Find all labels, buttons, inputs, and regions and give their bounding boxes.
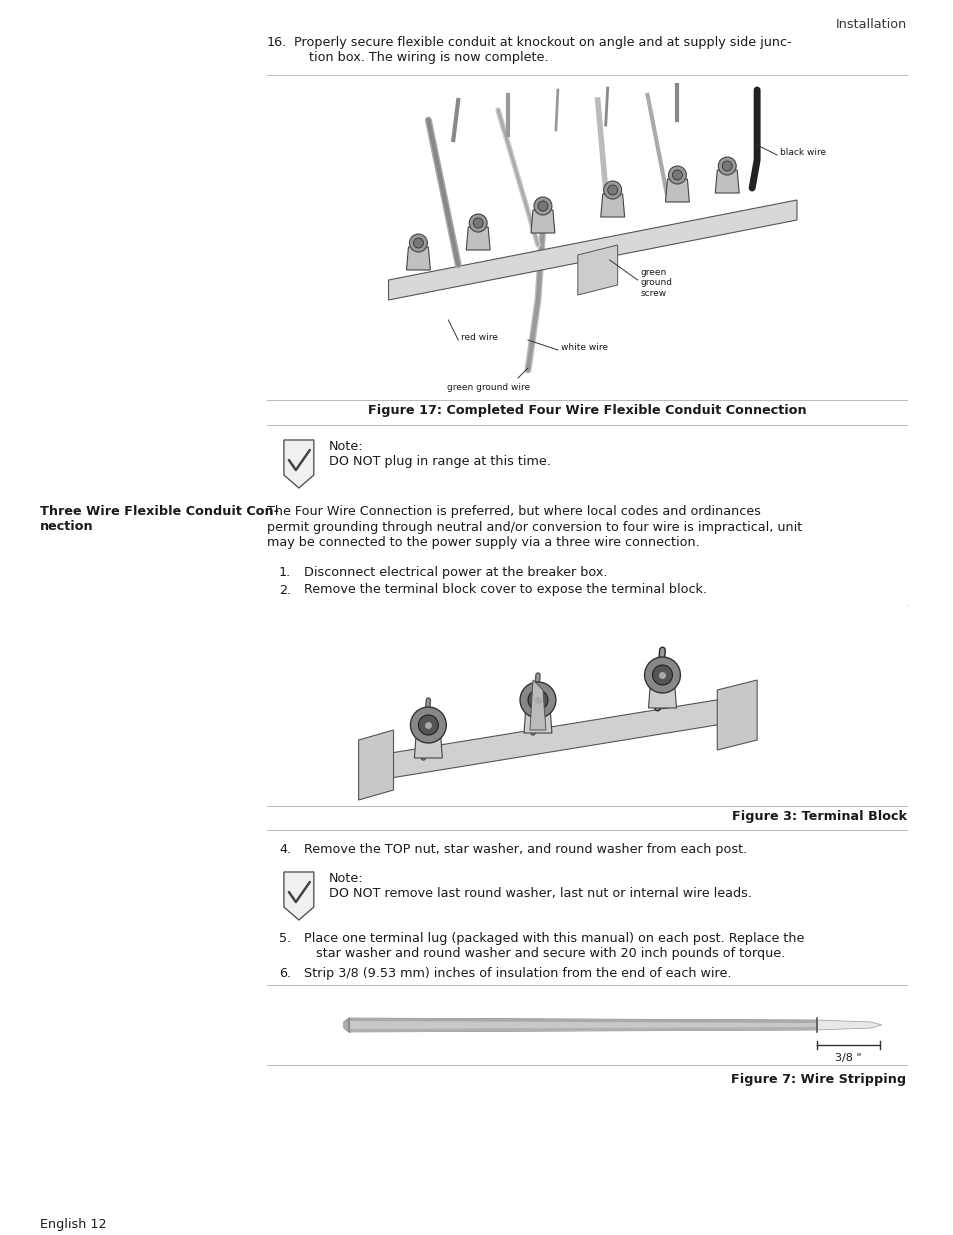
Bar [267,80,905,395]
Circle shape [644,657,679,693]
Circle shape [668,165,685,184]
Text: The Four Wire Connection is preferred, but where local codes and ordinances: The Four Wire Connection is preferred, b… [267,505,760,517]
Text: Remove the TOP nut, star washer, and round washer from each post.: Remove the TOP nut, star washer, and rou… [304,844,746,856]
Text: 6.: 6. [278,967,291,981]
Text: Installation: Installation [835,19,905,31]
Polygon shape [414,730,442,758]
Polygon shape [348,1028,816,1032]
Text: Figure 3: Terminal Block: Figure 3: Terminal Block [731,810,905,823]
Circle shape [410,706,446,743]
Text: Place one terminal lug (packaged with this manual) on each post. Replace the: Place one terminal lug (packaged with th… [304,932,803,945]
Text: Figure 7: Wire Stripping: Figure 7: Wire Stripping [731,1073,905,1086]
Text: may be connected to the power supply via a three wire connection.: may be connected to the power supply via… [267,536,699,550]
Polygon shape [343,1018,348,1032]
Polygon shape [531,210,555,233]
Bar [267,605,905,800]
Text: Remove the terminal block cover to expose the terminal block.: Remove the terminal block cover to expos… [304,583,706,597]
Text: Note:: Note: [329,872,363,885]
Text: black wire: black wire [780,148,825,157]
Circle shape [413,238,423,248]
Circle shape [527,690,547,710]
Circle shape [718,157,736,175]
Polygon shape [348,1018,816,1023]
Text: Note:: Note: [329,440,363,453]
Text: tion box. The wiring is now complete.: tion box. The wiring is now complete. [309,52,548,64]
Circle shape [473,219,482,228]
Circle shape [534,198,552,215]
Polygon shape [530,680,545,730]
Circle shape [721,161,732,170]
Circle shape [409,233,427,252]
Circle shape [418,715,437,735]
Polygon shape [358,730,393,800]
Polygon shape [378,695,746,781]
Circle shape [652,664,672,685]
Circle shape [607,185,617,195]
Circle shape [603,182,621,199]
Text: white wire: white wire [560,343,607,352]
Text: 16.: 16. [267,36,287,49]
Polygon shape [648,680,676,708]
Text: star washer and round washer and secure with 20 inch pounds of torque.: star washer and round washer and secure … [315,947,784,961]
Polygon shape [523,705,552,734]
Text: 2.: 2. [278,583,291,597]
Text: 5.: 5. [278,932,291,945]
Circle shape [469,214,487,232]
Text: red wire: red wire [460,333,497,342]
Polygon shape [406,247,430,270]
Text: permit grounding through neutral and/or conversion to four wire is impractical, : permit grounding through neutral and/or … [267,520,801,534]
Polygon shape [284,440,314,488]
Text: Three Wire Flexible Conduit Con-: Three Wire Flexible Conduit Con- [40,505,278,517]
Polygon shape [578,245,617,295]
Polygon shape [717,680,757,750]
Circle shape [519,682,556,718]
Text: DO NOT remove last round washer, last nut or internal wire leads.: DO NOT remove last round washer, last nu… [329,888,751,900]
Text: Properly secure flexible conduit at knockout on angle and at supply side junc-: Properly secure flexible conduit at knoc… [294,36,791,49]
Polygon shape [348,1018,816,1032]
Polygon shape [466,227,490,249]
Polygon shape [715,170,739,193]
Text: DO NOT plug in range at this time.: DO NOT plug in range at this time. [329,456,550,468]
Text: Figure 17: Completed Four Wire Flexible Conduit Connection: Figure 17: Completed Four Wire Flexible … [368,404,806,417]
Circle shape [672,170,681,180]
Text: 3/8 ": 3/8 " [834,1053,861,1063]
Text: 4.: 4. [278,844,291,856]
Circle shape [537,201,547,211]
Text: Disconnect electrical power at the breaker box.: Disconnect electrical power at the break… [304,566,607,579]
Polygon shape [388,200,796,300]
Text: green ground wire: green ground wire [446,383,529,391]
Text: 1.: 1. [278,566,291,579]
Text: English 12: English 12 [40,1218,106,1231]
Polygon shape [600,194,624,217]
Text: nection: nection [40,520,93,534]
Polygon shape [665,179,689,203]
Text: green
ground
screw: green ground screw [639,268,672,298]
Polygon shape [284,872,314,920]
Text: Strip 3/8 (9.53 mm) inches of insulation from the end of each wire.: Strip 3/8 (9.53 mm) inches of insulation… [304,967,731,981]
Polygon shape [816,1020,881,1030]
